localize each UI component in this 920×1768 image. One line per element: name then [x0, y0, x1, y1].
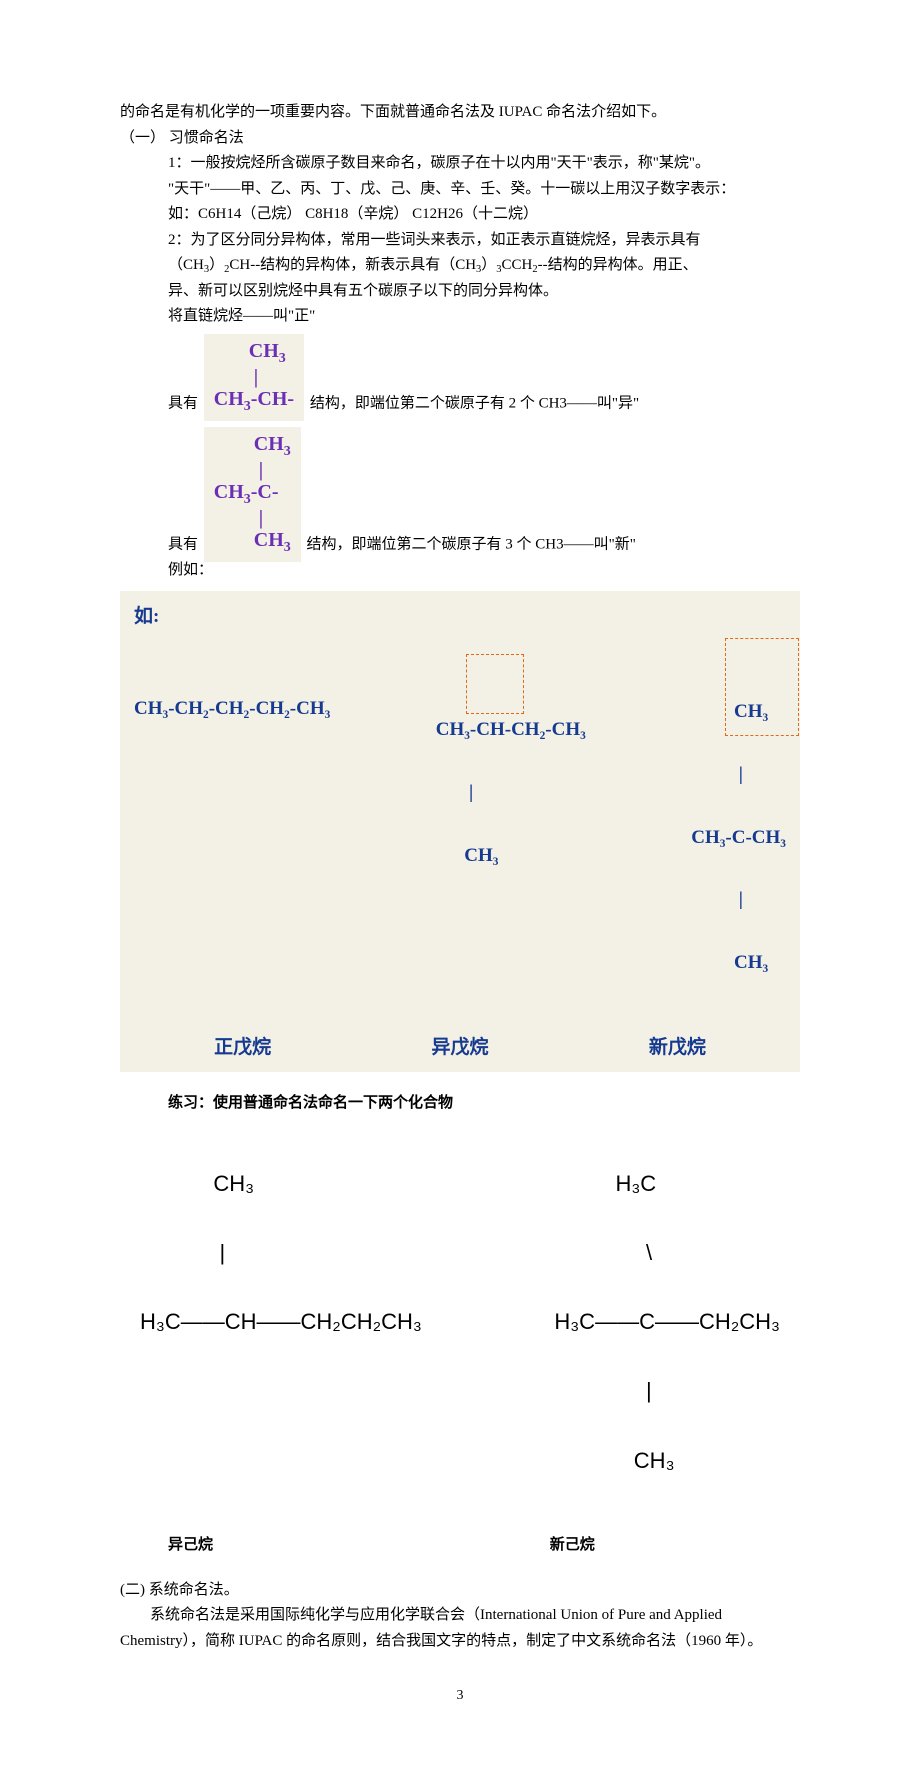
t: -C-: [251, 481, 279, 503]
iso-pentane-formula: CH₃-CH-CH₂-CH₃ | CH₃: [436, 640, 586, 909]
dashed-highlight-iso: [466, 654, 524, 714]
sec1-p4c: 异、新可以区别烷烃中具有五个碳原子以下的同分异构体。: [120, 279, 800, 305]
line: H₃C: [554, 1172, 780, 1195]
page-number: 3: [120, 1684, 800, 1708]
text: CCH: [502, 257, 533, 273]
line-has-neo: 具有 CH3 | CH3-C- | CH3 结构，即端位第二个碳原子有 3 个 …: [120, 423, 800, 558]
text-pre: 具有: [168, 536, 198, 552]
t: CH: [214, 340, 279, 362]
name-n-pentane: 正戊烷: [134, 1032, 351, 1064]
line: CH₃-CH-CH₂-CH₃: [436, 720, 586, 741]
t: CH: [214, 433, 284, 455]
section-1-title: （一） 习惯命名法: [120, 126, 800, 152]
name-neo-pentane: 新戊烷: [569, 1032, 786, 1064]
intro-line: 的命名是有机化学的一项重要内容。下面就普通命名法及 IUPAC 命名法介绍如下。: [120, 100, 800, 126]
line: |: [140, 1241, 422, 1264]
answer-1: 异己烷: [120, 1532, 514, 1558]
text-post: 结构，即端位第二个碳原子有 2 个 CH3——叫"异": [310, 395, 639, 411]
line: H₃C——C——CH₂CH₃: [554, 1310, 780, 1333]
text: CH--结构的异构体，新表示具有（CH: [229, 257, 476, 273]
n-pentane-formula: CH₃-CH₂-CH₂-CH₂-CH₃: [134, 640, 330, 762]
line: |: [691, 890, 786, 911]
neo-pentane-formula: CH₃ | CH₃-C-CH₃ | CH₃: [691, 640, 786, 1016]
panel-label: 如:: [134, 601, 786, 633]
exercise-answers: 异己烷 新己烷: [120, 1532, 800, 1558]
t: CH: [214, 481, 244, 503]
sec1-p3: 如：C6H14（己烷） C8H18（辛烷） C12H26（十二烷）: [120, 202, 800, 228]
text: （CH: [168, 257, 204, 273]
page-content: 的命名是有机化学的一项重要内容。下面就普通命名法及 IUPAC 命名法介绍如下。…: [0, 0, 920, 1768]
line: CH₃: [436, 846, 586, 867]
sec1-p4a: 2：为了区分同分异构体，常用一些词头来表示，如正表示直链烷烃，异表示具有: [120, 228, 800, 254]
s: 3: [284, 540, 291, 555]
names-row: 正戊烷 异戊烷 新戊烷: [134, 1032, 786, 1064]
answer-2: 新己烷: [514, 1532, 800, 1558]
t: -CH-: [251, 388, 294, 410]
t: CH: [214, 388, 244, 410]
sec1-p2: "天干"——甲、乙、丙、丁、戊、己、庚、辛、壬、癸。十一碳以上用汉子数字表示：: [120, 177, 800, 203]
dashed-highlight-neo: [725, 638, 799, 736]
line: CH₃: [140, 1172, 422, 1195]
line: CH₃: [691, 953, 786, 974]
exercise-structures: CH₃ | H₃C——CH——CH₂CH₂CH₃ H₃C \ H₃C——C——C…: [120, 1125, 800, 1518]
s: 3: [244, 399, 251, 414]
text: ）: [481, 257, 496, 273]
exercise-title: 练习：使用普通命名法命名一下两个化合物: [120, 1090, 800, 1116]
line: |: [554, 1379, 780, 1402]
line: H₃C——CH——CH₂CH₂CH₃: [140, 1310, 422, 1333]
sec1-p5: 将直链烷烃——叫"正": [120, 304, 800, 330]
s: 3: [284, 444, 291, 459]
text: ）: [209, 257, 224, 273]
line-has-iso: 具有 CH3 | CH3-CH- 结构，即端位第二个碳原子有 2 个 CH3——…: [120, 330, 800, 417]
text-pre: 具有: [168, 395, 198, 411]
text-post: 结构，即端位第二个碳原子有 3 个 CH3——叫"新": [307, 536, 636, 552]
bond: |: [214, 459, 291, 481]
line: CH₃: [554, 1449, 780, 1472]
chem-structure-neo: CH3 | CH3-C- | CH3: [204, 427, 301, 562]
section-2-body: 系统命名法是采用国际纯化学与应用化学联合会（International Unio…: [120, 1603, 800, 1654]
sec1-p4b: （CH3）2CH--结构的异构体，新表示具有（CH3）3CCH2--结构的异构体…: [120, 253, 800, 279]
formula-row: CH₃-CH₂-CH₂-CH₂-CH₃ CH₃-CH-CH₂-CH₃ | CH₃…: [134, 640, 786, 1016]
text: --结构的异构体。用正、: [538, 257, 698, 273]
pentane-examples-panel: 如: CH₃-CH₂-CH₂-CH₂-CH₃ CH₃-CH-CH₂-CH₃ | …: [120, 591, 800, 1072]
s: 3: [279, 351, 286, 366]
s: 3: [244, 492, 251, 507]
bond: |: [214, 507, 291, 529]
sec1-p1: 1：一般按烷烃所含碳原子数目来命名，碳原子在十以内用"天干"表示，称"某烷"。: [120, 151, 800, 177]
section-2-title: (二) 系统命名法。: [120, 1578, 800, 1604]
bond: |: [214, 366, 294, 388]
line: CH₃-C-CH₃: [691, 828, 786, 849]
line: |: [436, 783, 586, 804]
exercise-1-structure: CH₃ | H₃C——CH——CH₂CH₂CH₃: [140, 1125, 422, 1518]
name-iso-pentane: 异戊烷: [351, 1032, 568, 1064]
chem-structure-iso: CH3 | CH3-CH-: [204, 334, 304, 421]
exercise-2-structure: H₃C \ H₃C——C——CH₂CH₃ | CH₃: [554, 1125, 780, 1518]
line: \: [554, 1241, 780, 1264]
line: CH₃-CH₂-CH₂-CH₂-CH₃: [134, 699, 330, 720]
line: |: [691, 765, 786, 786]
t: CH: [214, 529, 284, 551]
